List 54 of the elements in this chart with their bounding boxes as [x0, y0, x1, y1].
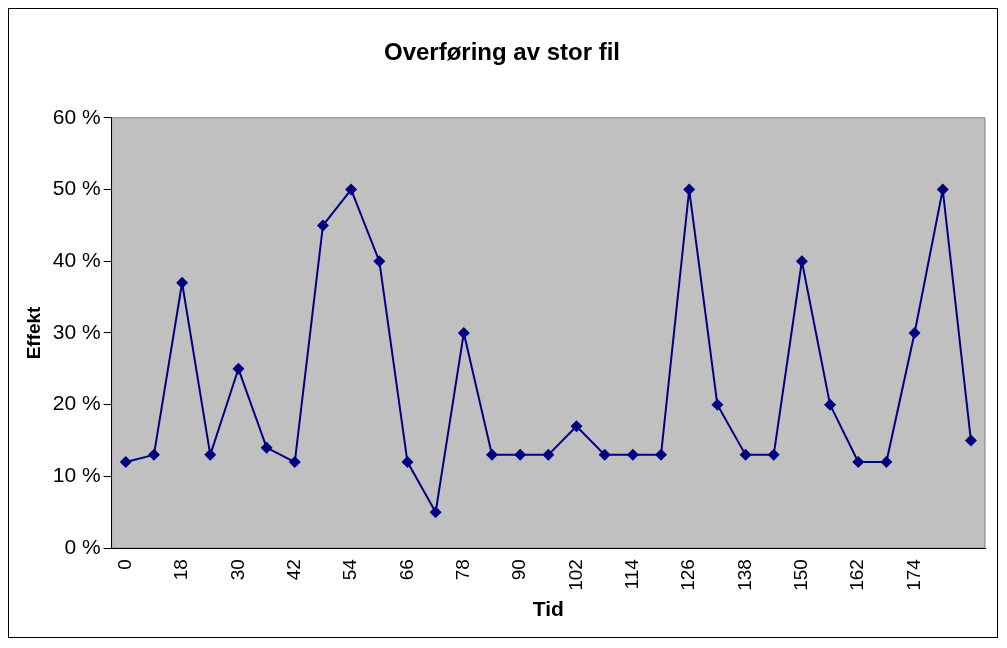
y-tick-label: 10 %: [52, 463, 101, 487]
x-tick-label: 138: [733, 559, 755, 591]
x-tick-label: 78: [452, 559, 474, 581]
point: [429, 506, 442, 519]
point: [908, 326, 921, 339]
point: [880, 456, 893, 469]
point: [176, 276, 189, 289]
point: [964, 434, 977, 447]
point: [542, 448, 555, 461]
point: [260, 441, 273, 454]
point: [598, 448, 611, 461]
point: [119, 456, 132, 469]
x-tick-label: 114: [621, 558, 643, 590]
point: [457, 326, 470, 339]
x-tick-label: 150: [790, 559, 812, 591]
point: [316, 219, 329, 232]
point: [655, 448, 668, 461]
point: [683, 183, 696, 196]
x-tick-label: 90: [508, 559, 530, 581]
point: [711, 398, 724, 411]
point: [626, 448, 639, 461]
x-tick-label: 42: [283, 559, 305, 581]
point: [767, 448, 780, 461]
x-tick-label: 0: [113, 559, 135, 570]
x-tick-label: 30: [226, 559, 248, 581]
chart-title: Overføring av stor fil: [383, 38, 621, 66]
point: [401, 456, 414, 469]
point: [739, 448, 752, 461]
y-tick-label: 30 %: [52, 319, 101, 343]
point: [204, 448, 217, 461]
point: [345, 183, 358, 196]
y-tick-label: 40 %: [52, 248, 101, 272]
point: [147, 448, 160, 461]
point: [485, 448, 498, 461]
point: [824, 398, 837, 411]
point: [570, 420, 583, 433]
x-axis-title: Tid: [532, 597, 564, 621]
y-tick-label: 20 %: [52, 391, 101, 415]
x-tick-label: 102: [564, 559, 586, 591]
x-tick-label: 174: [902, 558, 924, 591]
x-tick-label: 126: [677, 559, 699, 591]
point: [514, 448, 527, 461]
point: [288, 456, 301, 469]
x-tick-label: 18: [170, 559, 192, 581]
point: [373, 255, 386, 268]
x-tick-label: 54: [339, 558, 361, 581]
y-tick-label: 60 %: [52, 104, 101, 128]
y-tick-label: 0 %: [64, 534, 101, 558]
y-axis-title: Effekt: [22, 305, 44, 360]
point: [232, 362, 245, 375]
x-tick-label: 162: [846, 559, 868, 591]
point: [852, 456, 865, 469]
y-tick-label: 50 %: [52, 176, 101, 200]
x-tick-label: 66: [395, 559, 417, 581]
